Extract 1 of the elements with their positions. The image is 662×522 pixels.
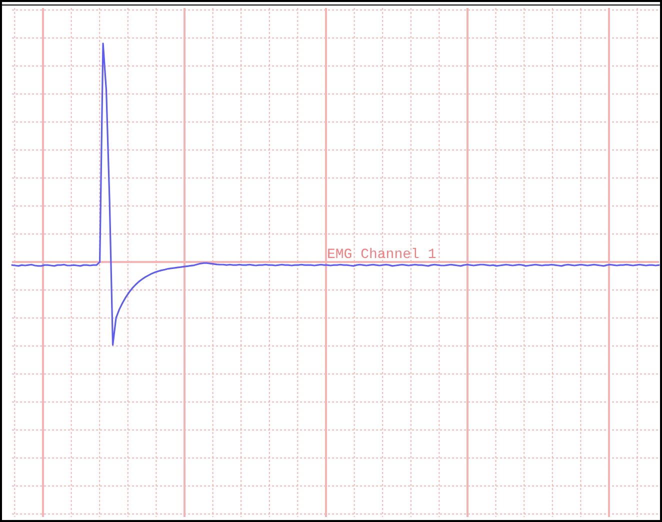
series-label: EMG Channel 1: [327, 247, 436, 263]
